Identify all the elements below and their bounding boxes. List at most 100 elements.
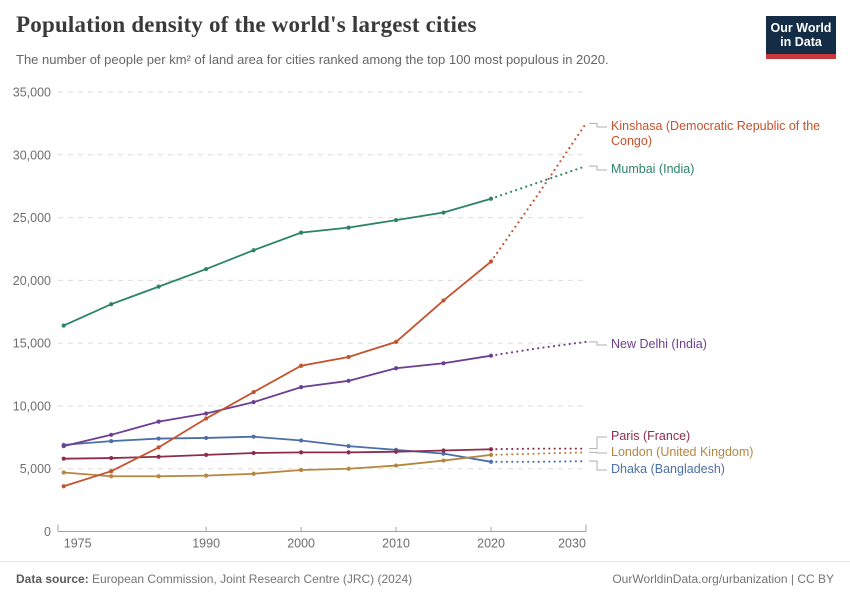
data-point-paris: [109, 455, 114, 461]
y-axis-tick-label: 25,000: [13, 211, 51, 225]
data-point-kinshasa: [346, 354, 351, 360]
data-point-kinshasa: [156, 445, 161, 450]
projection-line-london[interactable]: [489, 451, 588, 456]
chart-footer: Data source: European Commission, Joint …: [0, 561, 850, 600]
data-point-london: [61, 470, 66, 475]
line-paris[interactable]: [63, 448, 492, 460]
data-point-paris: [441, 448, 446, 453]
y-axis-tick-label: 10,000: [13, 399, 51, 413]
data-point-new-delhi: [156, 419, 161, 424]
data-point-london: [393, 463, 399, 468]
series-label-kinshasa[interactable]: Kinshasa (Democratic Republic of the Con…: [611, 119, 821, 148]
owid-logo[interactable]: Our World in Data: [766, 16, 836, 59]
y-axis-tick-label: 5,000: [20, 462, 51, 476]
data-point-dhaka: [204, 435, 209, 441]
y-axis-tick-label: 0: [44, 525, 51, 539]
data-point-paris: [251, 450, 256, 456]
projection-line-new-delhi[interactable]: [489, 340, 588, 357]
data-point-new-delhi: [393, 366, 399, 371]
data-source-value: European Commission, Joint Research Cent…: [92, 572, 413, 586]
data-point-mumbai: [299, 230, 304, 235]
data-point-paris: [156, 454, 161, 459]
data-point-mumbai: [109, 302, 114, 307]
data-point-paris: [346, 450, 351, 455]
series-label-new-delhi[interactable]: New Delhi (India): [611, 337, 707, 351]
x-axis-tick-label: 2010: [382, 537, 410, 551]
line-london[interactable]: [63, 454, 492, 478]
data-point-paris: [488, 447, 494, 452]
x-axis-tick-label: 2000: [287, 537, 315, 551]
line-new-delhi[interactable]: [63, 354, 492, 447]
series-label-mumbai[interactable]: Mumbai (India): [611, 162, 695, 176]
data-point-mumbai: [156, 284, 161, 289]
data-point-dhaka: [346, 444, 351, 449]
data-point-mumbai: [346, 225, 351, 230]
data-point-dhaka: [109, 438, 114, 444]
data-point-london: [156, 474, 161, 479]
series-label-london[interactable]: London (United Kingdom): [611, 445, 754, 459]
data-point-london: [251, 471, 256, 476]
data-point-mumbai: [61, 323, 66, 328]
chart-subtitle: The number of people per km² of land are…: [16, 52, 609, 67]
data-point-paris: [61, 456, 66, 461]
chart-title: Population density of the world's larges…: [16, 12, 477, 37]
label-connector-kinshasa: [589, 122, 607, 128]
line-kinshasa[interactable]: [63, 260, 492, 488]
data-point-london: [488, 452, 494, 458]
data-point-kinshasa: [441, 298, 446, 303]
data-point-new-delhi: [251, 400, 256, 405]
data-point-kinshasa: [488, 259, 494, 264]
data-point-new-delhi: [346, 378, 351, 383]
data-point-dhaka: [441, 451, 446, 456]
owid-logo-redbar: [766, 53, 836, 59]
y-axis-tick-label: 30,000: [13, 148, 51, 162]
data-point-london: [346, 466, 351, 471]
data-point-mumbai: [441, 210, 446, 215]
data-point-london: [109, 474, 114, 479]
label-connector-mumbai: [589, 165, 607, 171]
series-label-dhaka[interactable]: Dhaka (Bangladesh): [611, 462, 725, 476]
data-point-london: [204, 473, 209, 478]
data-source-note: Data source: European Commission, Joint …: [16, 572, 412, 600]
x-axis-tick-label: 1975: [64, 537, 92, 551]
projection-line-mumbai[interactable]: [489, 165, 588, 200]
data-point-paris: [204, 452, 209, 458]
data-source-label: Data source:: [16, 572, 89, 586]
data-point-london: [441, 458, 446, 463]
projection-line-paris[interactable]: [489, 447, 588, 451]
data-point-new-delhi: [109, 432, 114, 437]
data-point-new-delhi: [299, 384, 304, 390]
projection-line-kinshasa[interactable]: [489, 122, 588, 263]
data-point-dhaka: [156, 436, 161, 441]
owid-logo-line1: Our World: [770, 21, 832, 35]
label-connector-new-delhi: [589, 341, 607, 346]
owid-logo-line2: in Data: [780, 35, 822, 50]
data-point-new-delhi: [441, 361, 446, 366]
attribution-note[interactable]: OurWorldinData.org/urbanization | CC BY: [612, 572, 834, 586]
data-point-kinshasa: [204, 416, 209, 421]
data-point-kinshasa: [299, 363, 304, 368]
y-axis-tick-label: 35,000: [13, 86, 51, 100]
x-axis-tick-label: 2030: [558, 537, 586, 551]
data-point-mumbai: [251, 248, 256, 253]
owid-logo-box: Our World in Data: [766, 16, 836, 54]
label-connector-london: [589, 451, 607, 454]
label-connector-dhaka: [589, 460, 607, 471]
line-mumbai[interactable]: [63, 197, 492, 327]
data-point-dhaka: [251, 434, 256, 439]
data-point-paris: [299, 450, 304, 455]
label-connector-paris: [589, 436, 607, 450]
data-point-london: [299, 467, 304, 473]
data-point-mumbai: [204, 266, 209, 272]
data-point-dhaka: [488, 459, 494, 464]
data-point-mumbai: [393, 217, 399, 223]
x-axis-tick-label: 1990: [192, 537, 220, 551]
data-point-mumbai: [488, 196, 494, 201]
series-label-paris[interactable]: Paris (France): [611, 429, 691, 443]
data-point-dhaka: [299, 438, 304, 443]
data-point-kinshasa: [109, 469, 114, 474]
projection-line-dhaka[interactable]: [489, 460, 588, 463]
data-point-paris: [393, 449, 399, 454]
y-axis-tick-label: 15,000: [13, 337, 51, 351]
